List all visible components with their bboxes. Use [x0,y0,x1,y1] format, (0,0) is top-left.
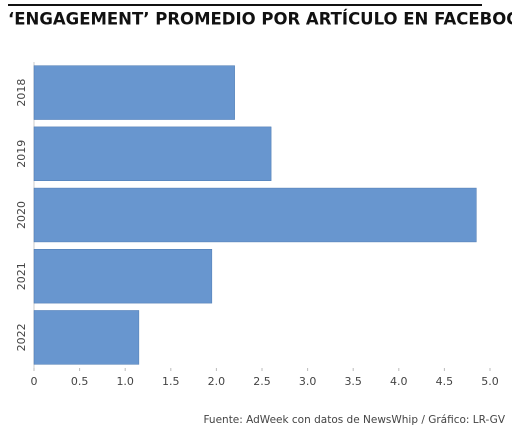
x-tick-label: 0.5 [71,375,89,388]
y-tick-label: 2020 [15,201,28,229]
x-tick-label: 2.0 [208,375,226,388]
bar [33,126,272,181]
bar [33,249,213,304]
x-tick-label: 3.5 [344,375,362,388]
y-tick-label: 2018 [15,79,28,107]
source-note: Fuente: AdWeek con datos de NewsWhip / G… [203,414,505,426]
bar [33,310,140,365]
x-tick-label: 0 [31,375,38,388]
bar [33,187,477,243]
x-tick-label: 1.5 [162,375,180,388]
x-tick-label: 5.0 [481,375,499,388]
x-tick-label: 4.0 [390,375,408,388]
x-tick-label: 3.0 [299,375,317,388]
y-tick-label: 2022 [15,323,28,351]
y-tick-label: 2021 [15,262,28,290]
bar [33,65,235,120]
chart-title: ‘ENGAGEMENT’ PROMEDIO POR ARTÍCULO EN FA… [8,10,512,29]
x-tick-label: 4.5 [436,375,454,388]
x-tick-label: 2.5 [253,375,271,388]
y-tick-label: 2019 [15,140,28,168]
x-tick-label: 1.0 [116,375,134,388]
